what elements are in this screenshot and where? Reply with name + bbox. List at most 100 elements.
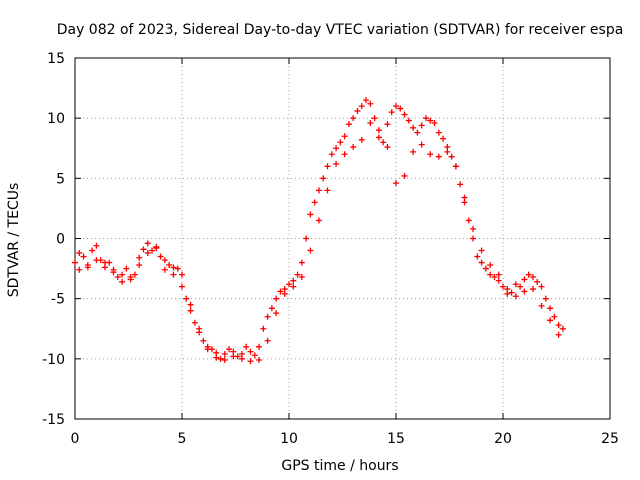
data-point	[529, 274, 536, 281]
data-point	[384, 144, 391, 151]
data-point	[290, 283, 297, 290]
data-point	[418, 122, 425, 129]
data-point	[127, 274, 134, 281]
data-point	[380, 139, 387, 146]
data-point	[341, 133, 348, 140]
data-point	[363, 97, 370, 104]
data-point	[508, 289, 515, 296]
data-point	[93, 257, 100, 264]
data-point	[264, 313, 271, 320]
data-point	[555, 331, 562, 338]
data-point	[538, 302, 545, 309]
x-axis-label: GPS time / hours	[281, 458, 398, 474]
data-point	[187, 307, 194, 314]
data-point	[286, 281, 292, 288]
data-point	[273, 295, 280, 302]
y-tick-label: -15	[42, 412, 65, 428]
series-1	[76, 119, 562, 365]
data-point	[136, 261, 143, 268]
data-point	[354, 107, 361, 114]
data-point	[337, 139, 344, 146]
data-point	[542, 295, 549, 302]
data-point	[470, 225, 477, 232]
data-point	[93, 242, 100, 249]
data-point	[427, 117, 434, 124]
data-point	[367, 119, 374, 126]
data-point	[333, 160, 340, 167]
data-point	[478, 259, 485, 266]
data-point	[333, 145, 340, 152]
data-point	[435, 153, 442, 160]
y-axis-ticks: -15 -10 -5 0 5 10 15	[42, 51, 610, 428]
x-tick-label: 10	[280, 431, 298, 447]
data-point	[114, 274, 121, 281]
data-point	[217, 355, 224, 362]
data-point	[204, 346, 211, 353]
data-point	[457, 181, 464, 188]
x-tick-label: 0	[71, 431, 80, 447]
data-point	[397, 105, 404, 112]
data-point	[170, 264, 177, 271]
data-point	[525, 271, 532, 278]
data-point	[350, 144, 357, 151]
data-point	[538, 283, 545, 290]
data-point	[384, 121, 391, 128]
data-point	[84, 264, 91, 271]
data-point	[440, 135, 447, 142]
data-point	[328, 151, 335, 158]
data-point	[161, 257, 168, 264]
data-point	[414, 129, 421, 136]
data-point	[559, 325, 566, 332]
data-point	[161, 266, 168, 273]
data-point	[410, 148, 417, 155]
data-point	[76, 249, 83, 256]
data-point	[401, 111, 408, 118]
data-point	[298, 259, 305, 266]
data-point	[191, 319, 198, 326]
data-point	[495, 277, 502, 284]
data-point	[320, 175, 327, 182]
data-point	[512, 293, 519, 300]
data-point	[277, 288, 284, 295]
x-tick-label: 25	[601, 431, 619, 447]
data-point	[149, 247, 156, 254]
data-point	[213, 354, 220, 361]
data-point	[110, 266, 117, 273]
data-point	[268, 305, 275, 312]
data-point	[238, 355, 245, 362]
data-point	[131, 271, 138, 278]
data-point	[401, 172, 408, 179]
data-point	[517, 283, 524, 290]
data-point	[405, 117, 412, 124]
data-point	[290, 277, 297, 284]
x-tick-label: 20	[494, 431, 512, 447]
data-point	[435, 129, 442, 136]
data-point	[307, 211, 314, 218]
data-point	[251, 352, 258, 359]
data-point	[221, 351, 228, 358]
data-point	[226, 346, 233, 353]
data-point	[555, 322, 562, 329]
data-point	[230, 353, 237, 360]
data-point	[315, 217, 322, 224]
data-points	[72, 97, 566, 365]
data-point	[200, 337, 207, 344]
data-point	[427, 151, 434, 158]
data-point	[495, 271, 502, 278]
data-point	[256, 343, 263, 350]
data-point	[500, 283, 506, 290]
y-tick-label: 5	[56, 171, 65, 187]
data-point	[294, 271, 301, 278]
data-point	[410, 124, 417, 131]
data-point	[153, 245, 160, 252]
data-point	[358, 136, 365, 143]
data-point	[418, 141, 425, 148]
data-point	[324, 187, 331, 194]
y-tick-label: -10	[42, 352, 65, 368]
data-point	[247, 348, 254, 355]
data-point	[157, 253, 164, 260]
data-point	[76, 266, 83, 273]
data-point	[393, 103, 399, 110]
data-point	[166, 261, 173, 268]
